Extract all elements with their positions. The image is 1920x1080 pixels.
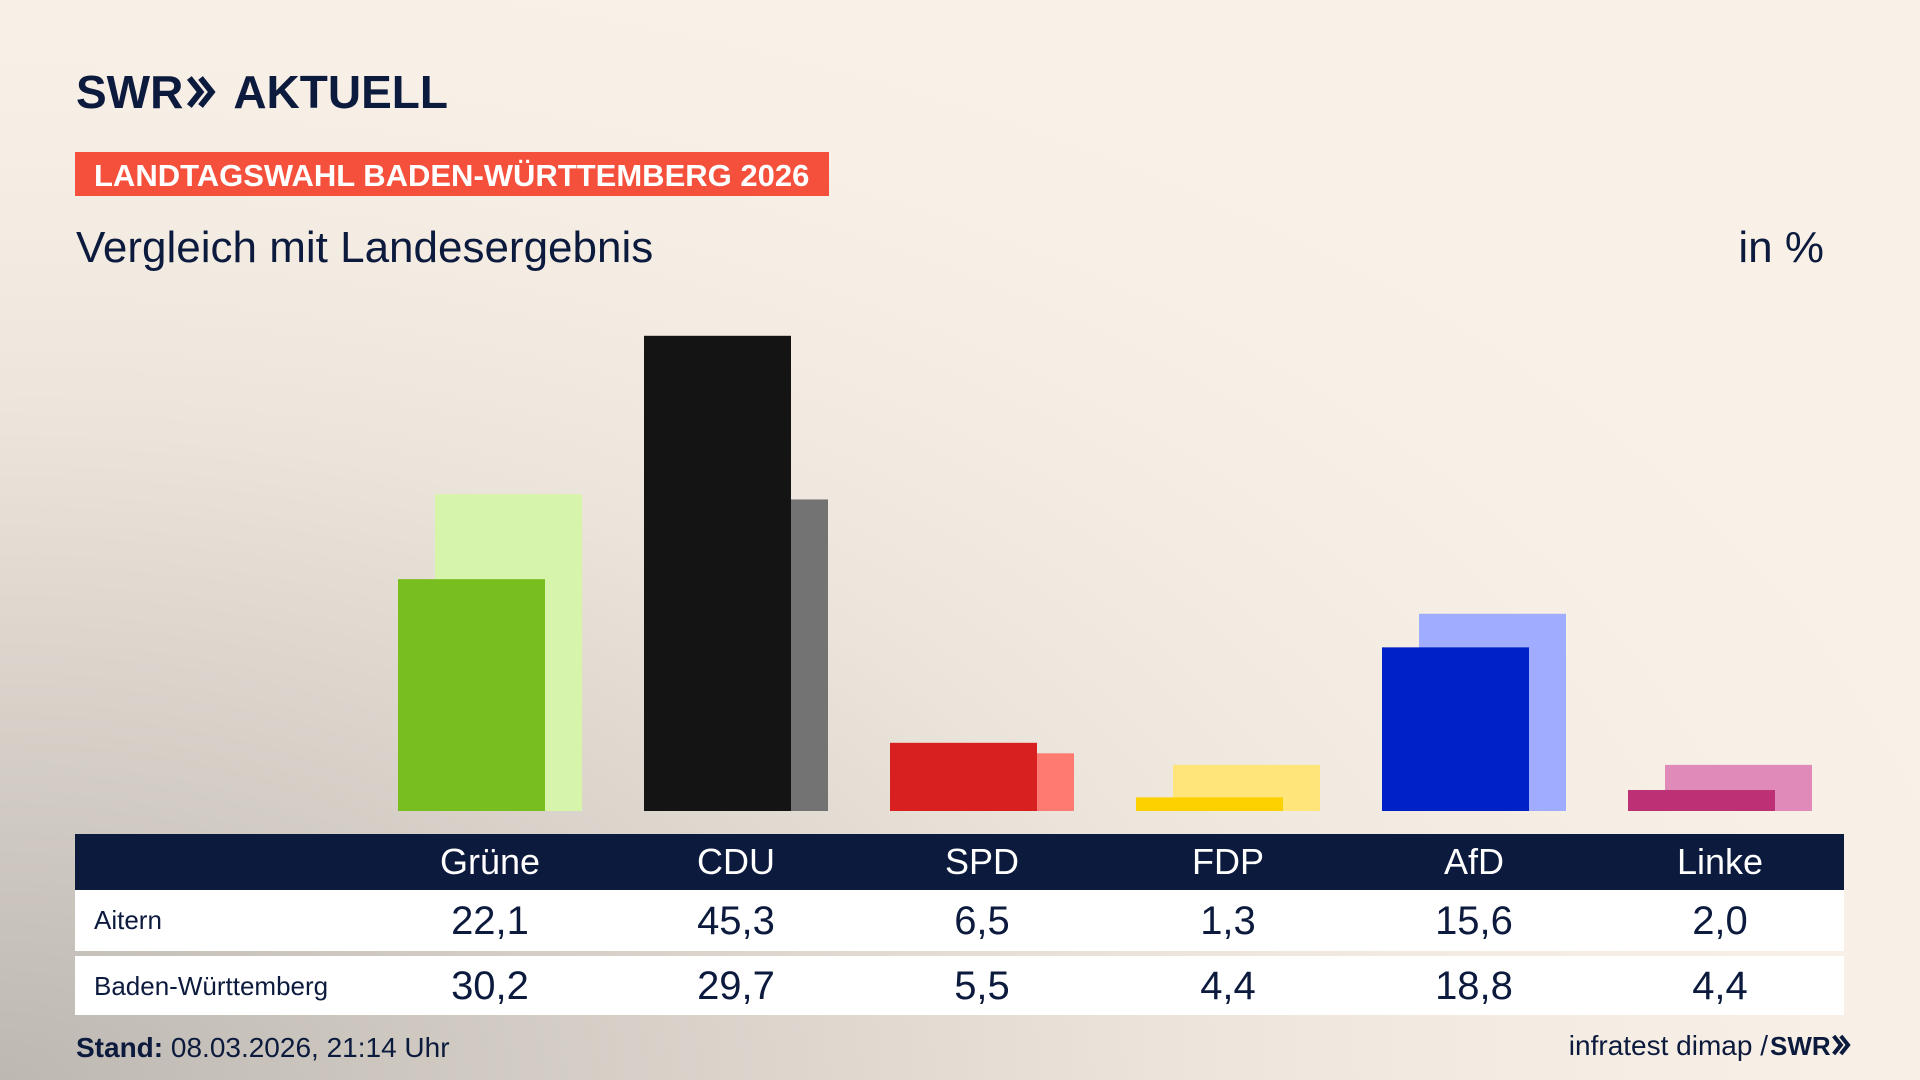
bar — [644, 335, 791, 811]
column-header: CDU — [697, 841, 775, 882]
table-header — [75, 834, 1844, 890]
value-label: 4,4 — [1692, 964, 1748, 1008]
logo-chevrons — [186, 76, 216, 108]
kicker: LANDTAGSWAHL BADEN-WÜRTTEMBERG 2026 — [94, 158, 809, 193]
unit-label: in % — [1738, 223, 1824, 272]
footer-label: Stand: — [76, 1032, 163, 1063]
bar — [1136, 797, 1283, 811]
column-header: Linke — [1677, 841, 1763, 882]
footer-date: 08.03.2026, 21:14 Uhr — [171, 1032, 450, 1063]
row-label: Aitern — [94, 905, 162, 935]
table-row — [75, 956, 1844, 1015]
bar — [1382, 647, 1529, 811]
logo: SWR AKTUELL — [76, 66, 448, 118]
value-label: 1,3 — [1200, 899, 1256, 943]
logo-chevrons — [1832, 1034, 1851, 1056]
value-label: 6,5 — [954, 899, 1010, 943]
bar — [890, 742, 1037, 811]
footer: Stand: 08.03.2026, 21:14 Uhr — [76, 1032, 450, 1063]
bar — [1628, 790, 1775, 811]
source-brand: SWR — [1770, 1031, 1831, 1061]
source: infratest dimap / — [1569, 1030, 1768, 1061]
brand-product: AKTUELL — [233, 66, 448, 118]
brand: SWR — [76, 66, 183, 118]
column-header: SPD — [945, 841, 1019, 882]
value-label: 18,8 — [1435, 964, 1513, 1008]
column-header: AfD — [1444, 841, 1504, 882]
column-header: FDP — [1192, 841, 1264, 882]
value-label: 15,6 — [1435, 899, 1513, 943]
row-label: Baden-Württemberg — [94, 971, 328, 1001]
column-header: Grüne — [440, 841, 540, 882]
value-label: 5,5 — [954, 964, 1010, 1008]
value-label: 2,0 — [1692, 899, 1748, 943]
table-row — [75, 890, 1844, 951]
value-label: 30,2 — [451, 964, 529, 1008]
value-label: 22,1 — [451, 899, 529, 943]
kicker-banner — [75, 152, 829, 196]
chart-title: Vergleich mit Landesergebnis — [76, 223, 653, 272]
bar — [398, 579, 545, 811]
value-label: 29,7 — [697, 964, 775, 1008]
value-label: 45,3 — [697, 899, 775, 943]
value-label: 4,4 — [1200, 964, 1256, 1008]
